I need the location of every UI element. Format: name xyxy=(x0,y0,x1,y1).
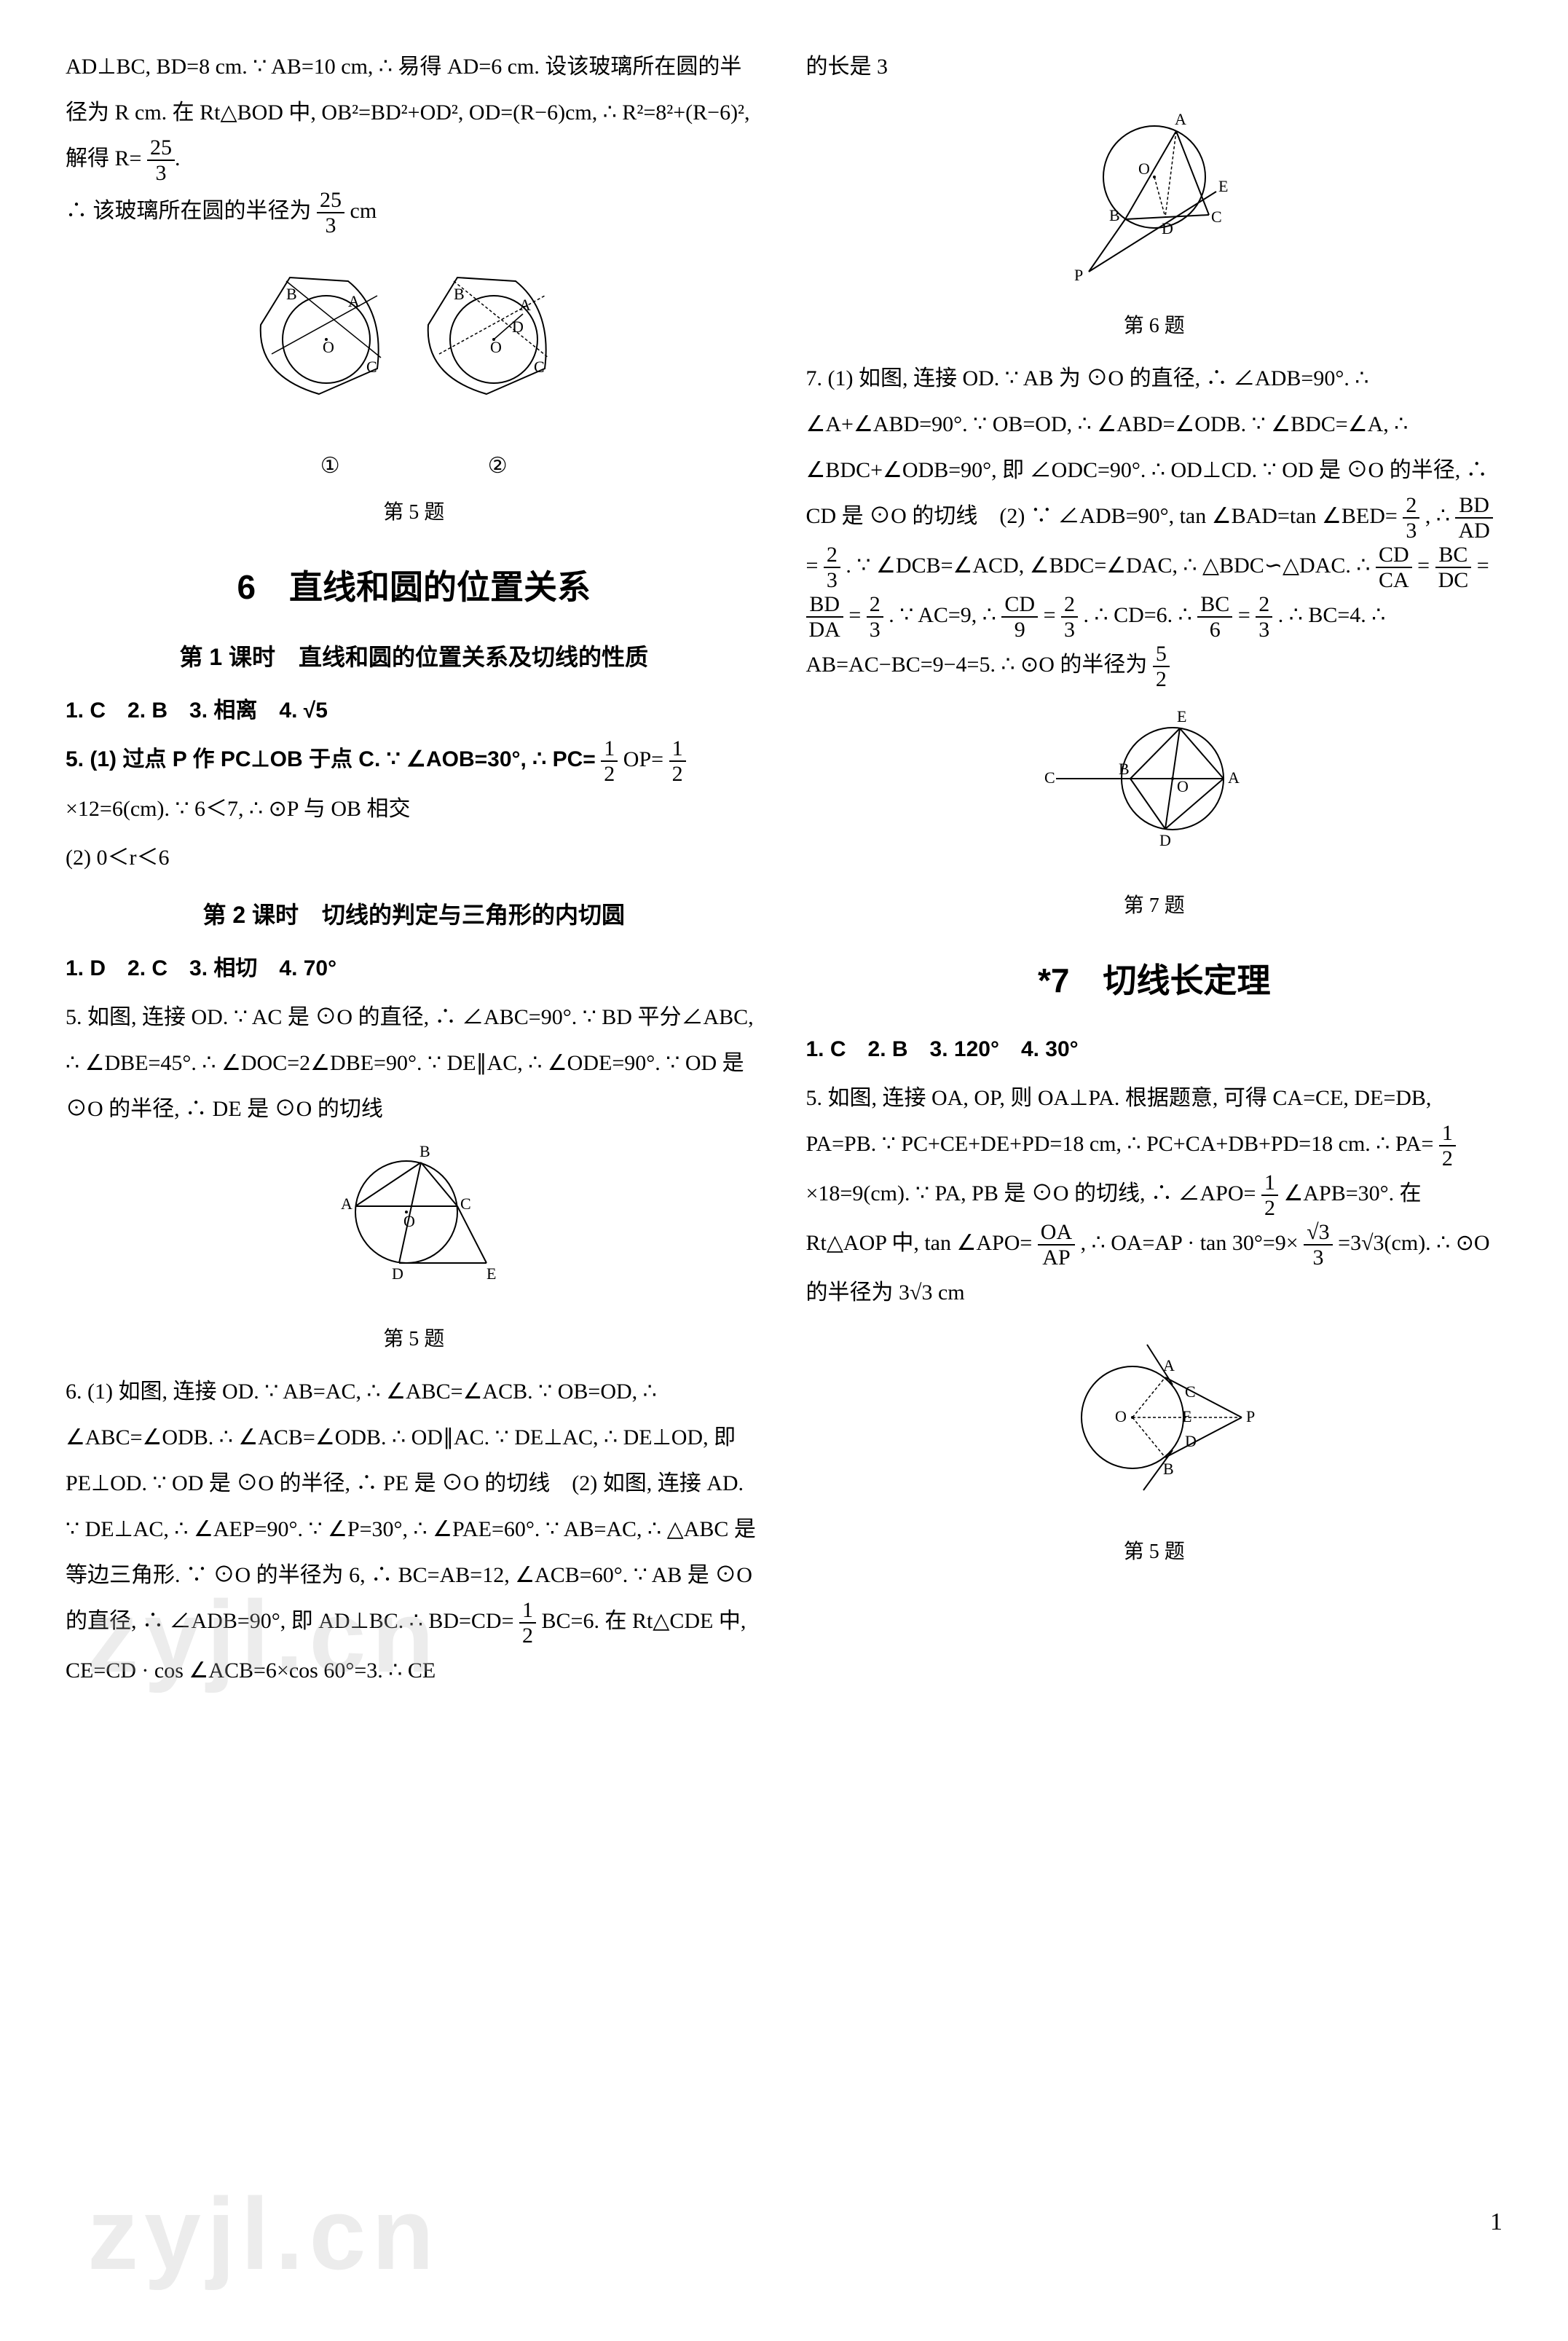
right-column: 的长是 3 A B C D E O P 第 6 题 xyxy=(806,44,1503,2233)
text: OP= xyxy=(623,747,663,771)
svg-text:D: D xyxy=(392,1264,403,1283)
fig-s7-5-caption: 第 5 题 xyxy=(806,1531,1503,1574)
svg-text:E: E xyxy=(486,1264,496,1283)
svg-text:C: C xyxy=(1185,1382,1196,1401)
svg-text:A: A xyxy=(348,292,360,310)
svg-text:B: B xyxy=(419,1142,430,1160)
page-number: 1 xyxy=(1490,2196,1502,2248)
svg-text:D: D xyxy=(1185,1432,1197,1450)
period-1-heading: 第 1 课时 直线和圆的位置关系及切线的性质 xyxy=(66,633,763,682)
fig5-caption: 第 5 题 xyxy=(66,492,763,535)
svg-text:D: D xyxy=(1162,219,1173,237)
figure-sub5-svg: A B C D E O xyxy=(312,1139,516,1299)
fraction: 1 2 xyxy=(601,736,618,786)
svg-text:P: P xyxy=(1074,266,1083,284)
svg-text:C: C xyxy=(366,358,377,376)
svg-text:E: E xyxy=(1182,1407,1191,1425)
svg-text:C: C xyxy=(534,358,545,376)
text: 6. (1) 如图, 连接 OD. ∵ AB=AC, ∴ ∠ABC=∠ACB. … xyxy=(66,1380,756,1633)
text: = xyxy=(1044,603,1056,627)
answers-line: 1. D 2. C 3. 相切 4. 70° xyxy=(66,945,763,991)
figure-s7-5-svg: A B C D E O P xyxy=(1038,1323,1271,1512)
svg-text:E: E xyxy=(1218,177,1228,195)
figure-5-svg: O A B C O A B C D xyxy=(246,245,581,427)
svg-text:D: D xyxy=(1159,831,1171,849)
section-6-heading: 6 直线和圆的位置关系 xyxy=(66,552,763,623)
svg-text:C: C xyxy=(460,1195,471,1213)
fig5-labels: ① ② xyxy=(246,443,581,489)
left-column: AD⊥BC, BD=8 cm. ∵ AB=10 cm, ∴ 易得 AD=6 cm… xyxy=(66,44,763,2233)
fraction: 25 3 xyxy=(317,188,344,237)
svg-text:A: A xyxy=(1163,1356,1175,1374)
text: , ∴ OA=AP · tan 30°=9× xyxy=(1081,1231,1299,1255)
svg-text:C: C xyxy=(1211,208,1222,226)
figure-6: A B C D E O P 第 6 题 xyxy=(806,97,1503,348)
svg-text:O: O xyxy=(1138,160,1150,178)
figure-7: A B C D E O 第 7 题 xyxy=(806,699,1503,928)
answers-line: 1. C 2. B 3. 120° 4. 30° xyxy=(806,1026,1503,1072)
text: , ∴ xyxy=(1425,504,1456,528)
period-2-heading: 第 2 课时 切线的判定与三角形的内切圆 xyxy=(66,891,763,940)
svg-text:D: D xyxy=(512,318,524,336)
text: = xyxy=(1477,554,1489,578)
text: = xyxy=(1417,554,1430,578)
text: cm xyxy=(350,199,377,223)
text: = xyxy=(806,554,819,578)
svg-text:A: A xyxy=(1228,768,1240,787)
svg-text:B: B xyxy=(1109,206,1120,224)
text: ∴ 该玻璃所在圆的半径为 xyxy=(66,199,312,223)
fig5-label-2: ② xyxy=(488,443,508,489)
para: 5. (1) 过点 P 作 PC⊥OB 于点 C. ∵ ∠AOB=30°, ∴ … xyxy=(66,736,763,832)
text: = xyxy=(1238,603,1250,627)
figure-7-svg: A B C D E O xyxy=(1031,699,1278,866)
fraction: 1 2 xyxy=(669,736,686,786)
text: 5. (1) 过点 P 作 PC⊥OB 于点 C. ∵ ∠AOB=30°, ∴ … xyxy=(66,747,596,771)
text: . ∵ AC=9, ∴ xyxy=(889,603,1001,627)
para: 5. 如图, 连接 OD. ∵ AC 是 ⊙O 的直径, ∴ ∠ABC=90°.… xyxy=(66,994,763,1132)
text: ×18=9(cm). ∵ PA, PB 是 ⊙O 的切线, ∴ ∠APO= xyxy=(806,1181,1256,1205)
svg-text:E: E xyxy=(1177,707,1186,725)
figure-6-svg: A B C D E O P xyxy=(1045,97,1264,286)
answers-line: 1. C 2. B 3. 相离 4. √5 xyxy=(66,688,763,733)
svg-text:O: O xyxy=(1115,1407,1127,1425)
svg-text:C: C xyxy=(1044,768,1055,787)
text: 1. C 2. B 3. 相离 4. √5 xyxy=(66,699,328,723)
para: (2) 0＜r＜6 xyxy=(66,835,763,881)
fig6-caption: 第 6 题 xyxy=(806,305,1503,348)
fig-sub5-caption: 第 5 题 xyxy=(66,1318,763,1361)
para: ∴ 该玻璃所在圆的半径为 25 3 cm xyxy=(66,188,763,237)
text: . ∴ CD=6. ∴ xyxy=(1084,603,1198,627)
para: 的长是 3 xyxy=(806,44,1503,90)
svg-text:O: O xyxy=(323,338,334,356)
svg-text:B: B xyxy=(1119,760,1130,778)
svg-text:A: A xyxy=(341,1195,352,1213)
text: 7. (1) 如图, 连接 OD. ∵ AB 为 ⊙O 的直径, ∴ ∠ADB=… xyxy=(806,366,1488,528)
text: = xyxy=(848,603,861,627)
para: AD⊥BC, BD=8 cm. ∵ AB=10 cm, ∴ 易得 AD=6 cm… xyxy=(66,44,763,185)
figure-5: O A B C O A B C D ① ② 第 5 题 xyxy=(66,245,763,535)
section-7-heading: *7 切线长定理 xyxy=(806,945,1503,1016)
svg-text:B: B xyxy=(454,285,465,303)
svg-text:B: B xyxy=(286,285,297,303)
svg-text:O: O xyxy=(1177,777,1189,795)
text: . ∵ ∠DCB=∠ACD, ∠BDC=∠DAC, ∴ △BDC∽△DAC. ∴ xyxy=(846,554,1376,578)
text: ×12=6(cm). ∵ 6＜7, ∴ ⊙P 与 OB 相交 xyxy=(66,797,411,821)
svg-text:O: O xyxy=(403,1212,415,1230)
para: 6. (1) 如图, 连接 OD. ∵ AB=AC, ∴ ∠ABC=∠ACB. … xyxy=(66,1369,763,1693)
figure-s7-5: A B C D E O P 第 5 题 xyxy=(806,1323,1503,1574)
para: 5. 如图, 连接 OA, OP, 则 OA⊥PA. 根据题意, 可得 CA=C… xyxy=(806,1075,1503,1315)
fig7-caption: 第 7 题 xyxy=(806,885,1503,928)
fraction: 25 3 xyxy=(147,135,175,185)
svg-text:P: P xyxy=(1246,1407,1255,1425)
svg-text:A: A xyxy=(519,296,531,314)
text: . xyxy=(175,146,181,170)
fig5-label-1: ① xyxy=(320,443,340,489)
fraction: 1 2 xyxy=(519,1598,536,1648)
svg-text:O: O xyxy=(490,338,502,356)
svg-text:A: A xyxy=(1175,110,1186,128)
svg-text:B: B xyxy=(1163,1460,1174,1478)
para: 7. (1) 如图, 连接 OD. ∵ AB 为 ⊙O 的直径, ∴ ∠ADB=… xyxy=(806,355,1503,691)
figure-sub5: A B C D E O 第 5 题 xyxy=(66,1139,763,1361)
text: 5. 如图, 连接 OA, OP, 则 OA⊥PA. 根据题意, 可得 CA=C… xyxy=(806,1086,1434,1156)
